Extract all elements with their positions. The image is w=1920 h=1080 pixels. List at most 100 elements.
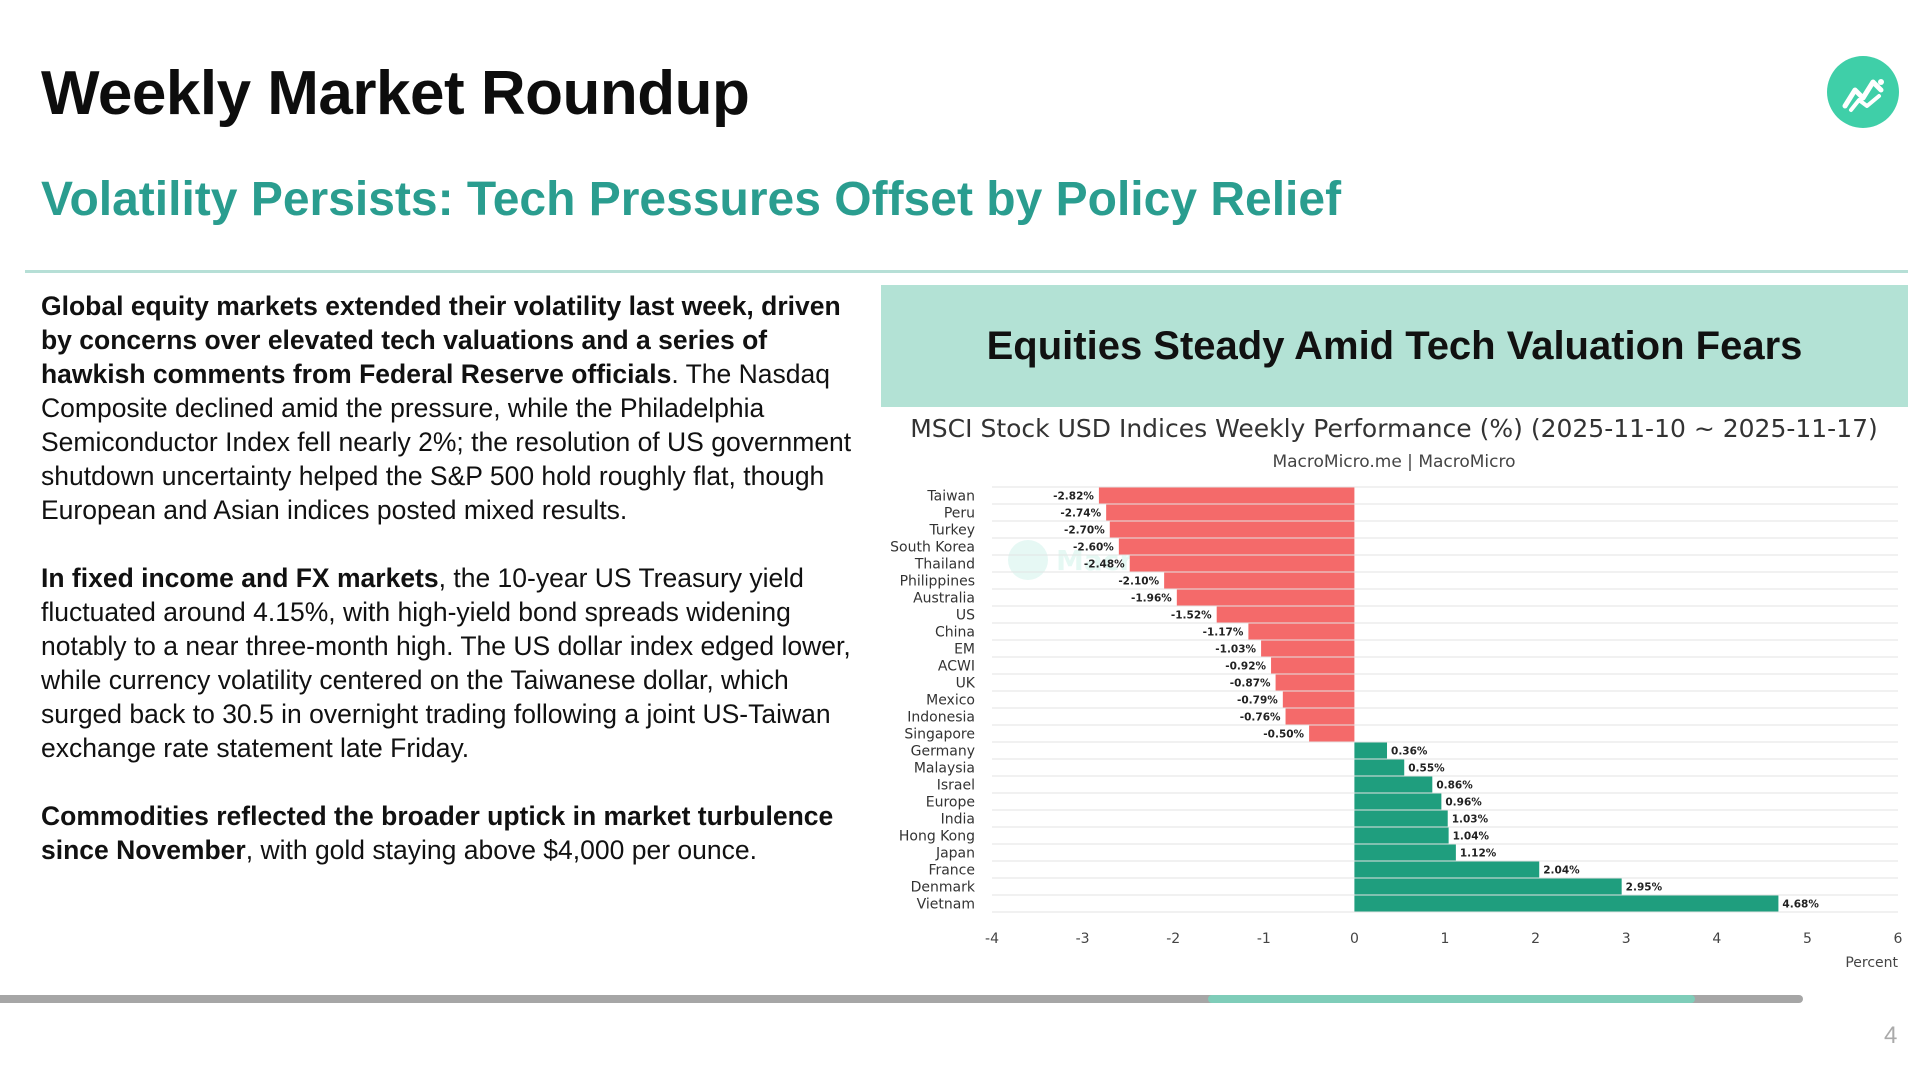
category-label: Turkey bbox=[928, 523, 975, 539]
paragraph-commodities: Commodities reflected the broader uptick… bbox=[41, 799, 853, 867]
paragraph-commodities-body: , with gold staying above $4,000 per oun… bbox=[245, 835, 757, 865]
category-label: Denmark bbox=[911, 880, 976, 896]
logo bbox=[1827, 56, 1899, 128]
value-label: 2.04% bbox=[1543, 865, 1580, 877]
x-tick-label: -3 bbox=[1076, 931, 1090, 947]
chart-subtitle: MacroMicro.me | MacroMicro bbox=[1272, 452, 1515, 472]
category-label: Europe bbox=[926, 795, 975, 811]
value-label: -0.87% bbox=[1230, 678, 1271, 690]
bar-philippines bbox=[1164, 572, 1355, 589]
category-label: Japan bbox=[935, 846, 975, 862]
category-label: Malaysia bbox=[914, 761, 975, 777]
x-tick-label: 4 bbox=[1712, 931, 1721, 947]
paragraph-commodities-lead: Commodities reflected the broader uptick… bbox=[41, 801, 834, 865]
paragraph-equities: Global equity markets extended their vol… bbox=[41, 289, 853, 527]
category-label: EM bbox=[954, 642, 975, 658]
category-label: Philippines bbox=[900, 574, 975, 590]
value-label: -0.76% bbox=[1240, 712, 1281, 724]
x-tick-label: 0 bbox=[1350, 931, 1359, 947]
bar-us bbox=[1216, 606, 1355, 623]
bar-hong-kong bbox=[1354, 827, 1449, 844]
chart-banner-title: Equities Steady Amid Tech Valuation Fear… bbox=[986, 323, 1803, 368]
value-label: 4.68% bbox=[1782, 899, 1819, 911]
bar-taiwan bbox=[1098, 487, 1355, 504]
x-axis-label: Percent bbox=[1845, 955, 1898, 971]
page-subtitle: Volatility Persists: Tech Pressures Offs… bbox=[41, 173, 1342, 226]
paragraph-fixed-income-lead: In fixed income and FX markets bbox=[41, 563, 439, 593]
category-label: India bbox=[941, 812, 975, 828]
bar-south-korea bbox=[1118, 538, 1355, 555]
value-label: -1.96% bbox=[1131, 593, 1172, 605]
value-label: 0.96% bbox=[1445, 797, 1482, 809]
value-label: -2.60% bbox=[1073, 542, 1114, 554]
category-label: Germany bbox=[911, 744, 975, 760]
category-label: Thailand bbox=[914, 557, 975, 573]
value-label: -2.10% bbox=[1118, 576, 1159, 588]
x-tick-label: -4 bbox=[985, 931, 999, 947]
category-label: China bbox=[935, 625, 975, 641]
category-label: ACWI bbox=[938, 659, 975, 675]
category-label: Singapore bbox=[904, 727, 975, 743]
value-label: 0.36% bbox=[1391, 746, 1428, 758]
bar-india bbox=[1354, 810, 1448, 827]
value-label: -0.50% bbox=[1263, 729, 1304, 741]
value-label: -0.79% bbox=[1237, 695, 1278, 707]
category-label: Australia bbox=[913, 591, 975, 607]
paragraph-fixed-income: In fixed income and FX markets, the 10-y… bbox=[41, 561, 853, 765]
value-label: -2.74% bbox=[1060, 508, 1101, 520]
chart-banner: Equities Steady Amid Tech Valuation Fear… bbox=[881, 285, 1908, 407]
x-tick-label: -2 bbox=[1166, 931, 1180, 947]
value-label: 1.03% bbox=[1452, 814, 1489, 826]
value-label: 1.04% bbox=[1453, 831, 1490, 843]
category-label: Taiwan bbox=[926, 489, 975, 505]
value-label: 0.86% bbox=[1436, 780, 1473, 792]
page-title: Weekly Market Roundup bbox=[41, 59, 750, 128]
bar-china bbox=[1248, 623, 1355, 640]
bar-thailand bbox=[1129, 555, 1355, 572]
paragraph-equities-body: . The Nasdaq Composite declined amid the… bbox=[41, 359, 852, 525]
bar-israel bbox=[1354, 776, 1433, 793]
value-label: -0.92% bbox=[1225, 661, 1266, 673]
bar-singapore bbox=[1309, 725, 1355, 742]
bar-em bbox=[1261, 640, 1355, 657]
x-tick-label: -1 bbox=[1257, 931, 1271, 947]
category-label: Mexico bbox=[926, 693, 975, 709]
value-label: 1.12% bbox=[1460, 848, 1497, 860]
value-label: -2.82% bbox=[1053, 491, 1094, 503]
bar-indonesia bbox=[1285, 708, 1355, 725]
x-tick-label: 6 bbox=[1894, 931, 1903, 947]
value-label: 2.95% bbox=[1626, 882, 1663, 894]
x-tick-label: 5 bbox=[1803, 931, 1812, 947]
category-label: Israel bbox=[937, 778, 975, 794]
value-label: -1.52% bbox=[1171, 610, 1212, 622]
bar-denmark bbox=[1354, 878, 1622, 895]
category-label: Indonesia bbox=[907, 710, 975, 726]
bar-europe bbox=[1354, 793, 1442, 810]
value-label: 0.55% bbox=[1408, 763, 1445, 775]
paragraph-fixed-income-body: , the 10-year US Treasury yield fluctuat… bbox=[41, 563, 851, 763]
x-tick-label: 3 bbox=[1622, 931, 1631, 947]
progress-bar-fill bbox=[1208, 995, 1695, 1003]
category-label: Vietnam bbox=[917, 897, 975, 913]
category-label: France bbox=[928, 863, 975, 879]
bar-australia bbox=[1176, 589, 1355, 606]
watermark-logo bbox=[1008, 540, 1048, 580]
bar-japan bbox=[1354, 844, 1456, 861]
trend-line-chart-icon bbox=[1842, 79, 1884, 112]
category-label: US bbox=[956, 608, 975, 624]
category-label: Hong Kong bbox=[899, 829, 975, 845]
category-label: Peru bbox=[944, 506, 975, 522]
value-label: -1.03% bbox=[1215, 644, 1256, 656]
bar-malaysia bbox=[1354, 759, 1405, 776]
category-label: UK bbox=[956, 676, 976, 692]
bar-turkey bbox=[1109, 521, 1355, 538]
bar-peru bbox=[1106, 504, 1355, 521]
header-divider bbox=[25, 270, 1908, 273]
value-label: -1.17% bbox=[1203, 627, 1244, 639]
value-label: -2.70% bbox=[1064, 525, 1105, 537]
bar-vietnam bbox=[1354, 895, 1779, 912]
progress-bar bbox=[0, 995, 1803, 1003]
page-number: 4 bbox=[1884, 1022, 1898, 1049]
category-label: South Korea bbox=[890, 540, 975, 556]
paragraph-equities-lead: Global equity markets extended their vol… bbox=[41, 291, 841, 389]
